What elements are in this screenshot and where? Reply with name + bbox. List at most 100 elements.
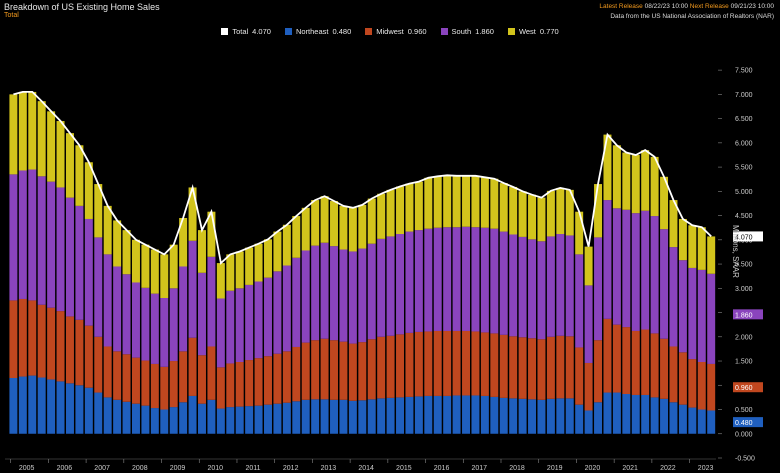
bar-northeast xyxy=(358,400,367,434)
bar-south xyxy=(254,281,263,359)
bar-west xyxy=(348,207,357,252)
y-tick-label: 4.500 xyxy=(735,213,753,220)
bar-west xyxy=(386,189,395,237)
y-tick-label: 7.000 xyxy=(735,92,753,99)
bar-south xyxy=(65,197,74,317)
legend-value-northeast: 0.480 xyxy=(332,27,352,36)
bar-northeast xyxy=(150,408,159,434)
bar-northeast xyxy=(103,397,112,434)
bar-northeast xyxy=(443,395,452,434)
bar-south xyxy=(480,227,489,333)
legend-value-west: 0.770 xyxy=(539,27,559,36)
legend-item-total[interactable]: Total 4.070 xyxy=(221,27,271,36)
bar-west xyxy=(179,218,188,267)
bar-midwest xyxy=(94,336,103,393)
bar-west xyxy=(198,230,206,273)
bar-west xyxy=(358,204,367,249)
bar-south xyxy=(452,227,461,331)
bar-northeast xyxy=(113,399,122,434)
bar-south xyxy=(103,254,112,347)
bar-northeast xyxy=(509,398,518,434)
bar-midwest xyxy=(612,324,621,393)
bar-west xyxy=(273,231,282,272)
bar-west xyxy=(56,121,65,188)
bar-midwest xyxy=(603,318,612,393)
bar-south xyxy=(433,227,442,331)
bar-south xyxy=(707,273,716,364)
bar-midwest xyxy=(584,362,593,411)
bar-south xyxy=(509,234,518,337)
bar-midwest xyxy=(56,311,65,382)
bar-west xyxy=(669,200,678,248)
legend-item-midwest[interactable]: Midwest 0.960 xyxy=(365,27,427,36)
bar-northeast xyxy=(452,395,461,434)
bar-south xyxy=(688,267,697,360)
legend-label-total: Total xyxy=(232,27,249,36)
bar-south xyxy=(471,227,480,332)
bar-south xyxy=(678,260,687,353)
bar-midwest xyxy=(339,341,348,400)
bar-south xyxy=(47,181,56,308)
bar-midwest xyxy=(452,330,461,396)
bar-south xyxy=(594,237,603,341)
bar-west xyxy=(575,211,584,255)
bar-midwest xyxy=(697,362,706,410)
bar-northeast xyxy=(650,397,659,434)
bar-south xyxy=(660,229,669,339)
bar-west xyxy=(688,225,697,268)
latest-release-value: 08/22/23 10:00 xyxy=(644,3,688,10)
bar-west xyxy=(94,184,103,238)
bar-south xyxy=(584,285,593,363)
bar-midwest xyxy=(396,334,404,398)
bar-south xyxy=(245,284,254,361)
bar-northeast xyxy=(273,403,282,434)
bar-south xyxy=(235,288,244,362)
bar-northeast xyxy=(367,399,376,434)
bar-west xyxy=(113,220,122,267)
bar-west xyxy=(490,178,499,229)
chart-title: Breakdown of US Existing Home Sales xyxy=(4,2,160,12)
bar-northeast xyxy=(339,399,348,434)
bar-south xyxy=(150,293,159,364)
bar-northeast xyxy=(603,392,612,434)
bar-northeast xyxy=(641,394,650,434)
bar-west xyxy=(150,249,159,294)
next-release-value: 09/21/23 10:00 xyxy=(730,3,774,10)
y-tick-label: 2.000 xyxy=(735,334,753,341)
bar-west xyxy=(207,211,216,257)
bar-south xyxy=(575,254,584,348)
bar-midwest xyxy=(405,332,414,397)
bar-midwest xyxy=(669,346,678,403)
bar-midwest xyxy=(198,355,206,404)
bars-group xyxy=(9,91,716,434)
bar-south xyxy=(462,226,471,331)
x-tick-label: 2005 xyxy=(19,465,35,472)
bar-south xyxy=(518,236,527,338)
x-tick-label: 2022 xyxy=(660,465,676,472)
bar-northeast xyxy=(433,395,442,434)
bar-midwest xyxy=(113,351,122,400)
bar-midwest xyxy=(301,342,310,400)
bar-midwest xyxy=(509,336,518,399)
bar-west xyxy=(414,181,423,231)
bar-midwest xyxy=(160,366,169,410)
legend-swatch-northeast xyxy=(284,28,292,35)
bar-northeast xyxy=(575,404,584,434)
bar-midwest xyxy=(546,336,555,399)
legend-item-west[interactable]: West 0.770 xyxy=(507,27,559,36)
bar-midwest xyxy=(28,300,37,376)
bar-south xyxy=(537,241,546,340)
bar-midwest xyxy=(688,359,697,408)
bar-west xyxy=(292,216,301,258)
bar-midwest xyxy=(462,330,471,396)
x-tick-label: 2006 xyxy=(57,465,73,472)
bar-northeast xyxy=(688,407,697,434)
bar-northeast xyxy=(377,398,386,434)
bar-south xyxy=(612,208,621,325)
bar-west xyxy=(594,184,603,238)
legend-item-northeast[interactable]: Northeast 0.480 xyxy=(284,27,352,36)
legend-item-south[interactable]: South 1.860 xyxy=(440,27,494,36)
bar-west xyxy=(518,191,527,237)
bar-south xyxy=(273,271,282,354)
bar-northeast xyxy=(660,398,669,434)
